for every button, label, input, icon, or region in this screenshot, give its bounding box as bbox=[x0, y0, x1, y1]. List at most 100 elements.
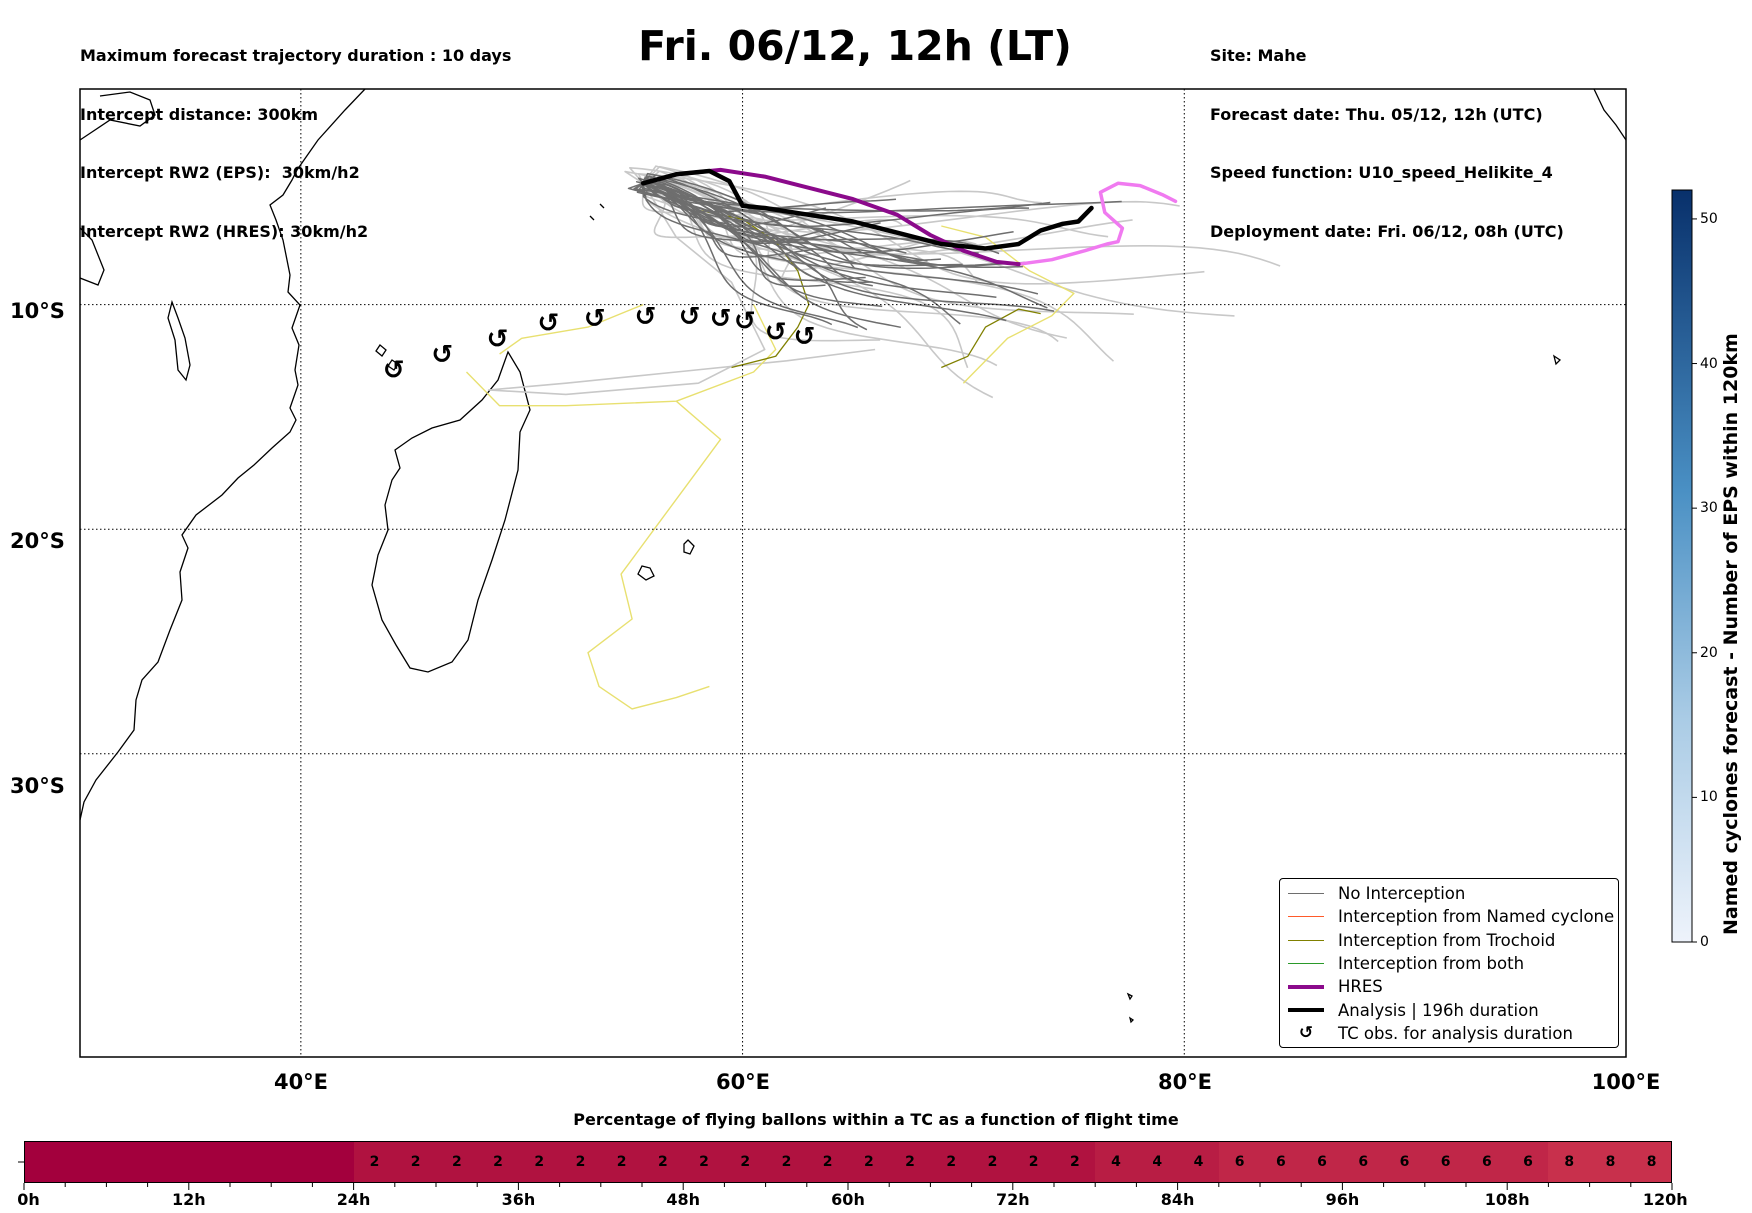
tc-obs-marker: ↺ bbox=[537, 309, 559, 339]
comoros-islands bbox=[375, 344, 399, 371]
time-bar-label: 48h bbox=[666, 1190, 701, 1209]
deployment-date: Deployment date: Fri. 06/12, 08h (UTC) bbox=[1210, 221, 1564, 241]
tc-obs-marker: ↺ bbox=[634, 302, 656, 332]
time-bar-label: 72h bbox=[995, 1190, 1030, 1209]
legend-item: HRES bbox=[1280, 975, 1618, 998]
colorbar-tick-label: 0 bbox=[1700, 934, 1709, 950]
legend-swatch bbox=[1286, 1008, 1326, 1013]
coastlines bbox=[80, 89, 1626, 1024]
legend-label: Interception from both bbox=[1338, 954, 1525, 974]
time-bar-cell: 4 bbox=[1177, 1141, 1220, 1183]
time-bar-label: 36h bbox=[501, 1190, 536, 1209]
legend-label: HRES bbox=[1338, 977, 1383, 997]
arabia-coastline bbox=[80, 91, 156, 141]
tc-marker-icon: ↺ bbox=[1298, 1023, 1314, 1044]
map-frame bbox=[79, 88, 1627, 1058]
colorbar-tick-label: 10 bbox=[1700, 789, 1718, 806]
time-bar-cell bbox=[24, 1141, 355, 1183]
forecast-date: Forecast date: Thu. 05/12, 12h (UTC) bbox=[1210, 104, 1543, 124]
time-bar-cell: 8 bbox=[1630, 1141, 1673, 1183]
tc-obs-marker: ↺ bbox=[679, 302, 701, 332]
eps-trajectory bbox=[624, 170, 881, 342]
time-bar-cell: 2 bbox=[971, 1141, 1014, 1183]
sumatra-tip bbox=[1593, 89, 1626, 141]
trochoid-trajectory bbox=[499, 303, 644, 355]
legend-swatch bbox=[1286, 893, 1326, 895]
tc-obs-marker: ↺ bbox=[765, 318, 787, 348]
time-bar-cell: 2 bbox=[1012, 1141, 1055, 1183]
time-bar-cell: 2 bbox=[353, 1141, 396, 1183]
time-bar-label: 12h bbox=[171, 1190, 206, 1209]
time-bar-label: 0h bbox=[17, 1190, 40, 1209]
time-bar-cell: 8 bbox=[1589, 1141, 1632, 1183]
tc-obs-marker: ↺ bbox=[487, 324, 509, 354]
eps-trajectory bbox=[638, 177, 866, 282]
legend-label: Analysis | 196h duration bbox=[1338, 1000, 1539, 1020]
tc-obs-marker: ↺ bbox=[584, 304, 606, 334]
eps-trajectories-light bbox=[487, 165, 1281, 399]
lat-label-10s: 10°S bbox=[10, 299, 65, 323]
eps-trajectory bbox=[642, 182, 1051, 212]
time-bar-cell: 4 bbox=[1136, 1141, 1179, 1183]
trochoid-trajectory bbox=[941, 225, 1075, 384]
time-bar-cell: 6 bbox=[1424, 1141, 1467, 1183]
time-bar-title: Percentage of flying ballons within a TC… bbox=[573, 1110, 1179, 1129]
time-bar-cell: 2 bbox=[765, 1141, 808, 1183]
cocos-islands bbox=[1552, 354, 1562, 366]
time-bar-cell: 6 bbox=[1342, 1141, 1385, 1183]
site-info: Site: Mahe Forecast date: Thu. 05/12, 12… bbox=[1210, 7, 1564, 261]
eps-trajectory bbox=[642, 183, 1235, 317]
eps-trajectory bbox=[637, 173, 1205, 285]
page-title: Fri. 06/12, 12h (LT) bbox=[638, 22, 1072, 70]
hres-trajectory-tail bbox=[1016, 181, 1178, 266]
time-bar-cell: 4 bbox=[1095, 1141, 1137, 1183]
colorbar-ticks bbox=[1692, 218, 1697, 943]
africa-coastline bbox=[80, 89, 366, 821]
lon-label-80e: 80°E bbox=[1158, 1070, 1212, 1094]
time-bar-label: 84h bbox=[1160, 1190, 1195, 1209]
colorbar bbox=[1671, 189, 1693, 943]
lon-label-100e: 100°E bbox=[1592, 1070, 1661, 1094]
time-bar-cell: 2 bbox=[600, 1141, 643, 1183]
legend-label: Interception from Trochoid bbox=[1338, 930, 1556, 950]
time-bar-cell: 2 bbox=[1054, 1141, 1096, 1183]
tc-obs-marker: ↺ bbox=[710, 304, 732, 334]
time-bar-cell: 2 bbox=[889, 1141, 931, 1183]
time-bar-cell: 2 bbox=[683, 1141, 725, 1183]
eps-trajectory bbox=[642, 182, 961, 325]
lon-label-40e: 40°E bbox=[274, 1070, 328, 1094]
time-bar-cell: 2 bbox=[559, 1141, 602, 1183]
eps-trajectory bbox=[642, 183, 873, 287]
legend-item: Interception from Named cyclone bbox=[1280, 905, 1618, 928]
time-bar-cell: 2 bbox=[930, 1141, 973, 1183]
legend-label: No Interception bbox=[1338, 884, 1466, 904]
time-bar-cell: 6 bbox=[1466, 1141, 1508, 1183]
time-bar-cell: 2 bbox=[848, 1141, 890, 1183]
time-bar-cell: 2 bbox=[394, 1141, 437, 1183]
eps-trajectory bbox=[487, 182, 876, 396]
time-bar-label: 60h bbox=[831, 1190, 865, 1209]
eps-trajectory bbox=[642, 178, 859, 329]
time-bar-cell: 2 bbox=[724, 1141, 767, 1183]
legend-label: Interception from Named cyclone bbox=[1338, 907, 1615, 927]
time-bar-cell: 6 bbox=[1260, 1141, 1302, 1183]
amsterdam-island bbox=[1126, 992, 1135, 1024]
colorbar-tick-label: 30 bbox=[1700, 500, 1718, 517]
tc-obs-marker: ↺ bbox=[431, 340, 453, 370]
tc-obs-marker: ↺ bbox=[734, 306, 756, 336]
speed-function: Speed function: U10_speed_Helikite_4 bbox=[1210, 163, 1553, 182]
lat-label-30s: 30°S bbox=[10, 774, 65, 798]
time-bar-cell: 8 bbox=[1548, 1141, 1591, 1183]
legend-swatch bbox=[1286, 939, 1326, 941]
legend-item: No Interception bbox=[1280, 882, 1618, 905]
lon-label-60e: 60°E bbox=[716, 1070, 770, 1094]
legend-item: Interception from both bbox=[1280, 952, 1618, 975]
trochoid-trajectory bbox=[587, 400, 722, 710]
run-parameters: Maximum forecast trajectory duration : 1… bbox=[80, 7, 511, 261]
time-bar-label: 24h bbox=[336, 1190, 371, 1209]
time-bar-cell: 6 bbox=[1507, 1141, 1549, 1183]
time-bar-cell: 2 bbox=[477, 1141, 519, 1183]
time-bar-label: 96h bbox=[1325, 1190, 1360, 1209]
